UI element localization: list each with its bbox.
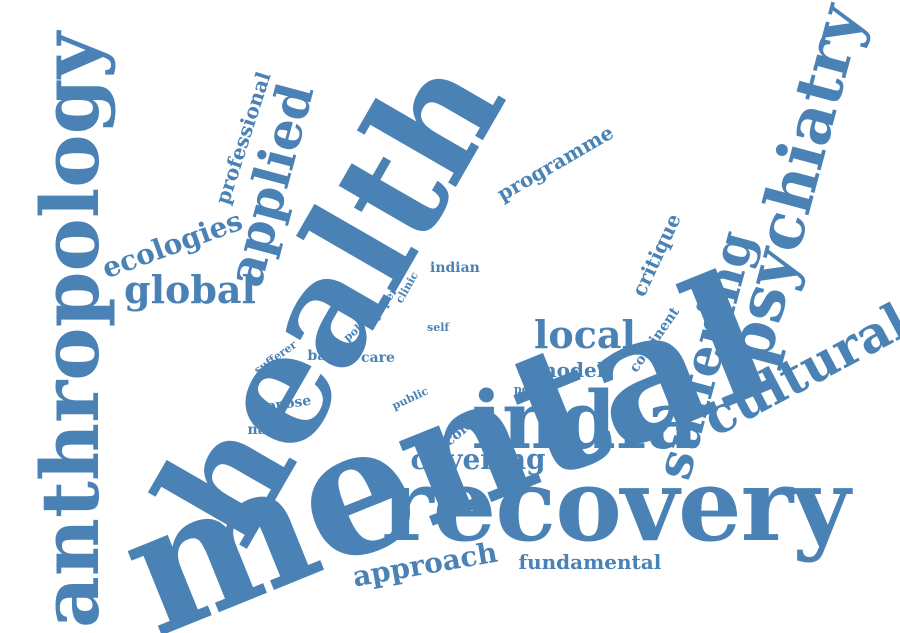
word-based: based <box>308 349 353 363</box>
word-national: national <box>248 423 313 437</box>
word-care: care <box>361 351 395 365</box>
word-global: global <box>124 271 256 309</box>
word-model: model <box>536 360 605 380</box>
word-self: self <box>427 322 449 333</box>
word-indian: indian <box>430 261 480 275</box>
word-fundamental: fundamental <box>519 552 662 572</box>
word-person: person <box>514 384 556 395</box>
word-covering: covering <box>411 446 546 474</box>
word-anthropology: anthropology <box>30 32 110 628</box>
word-local: local <box>534 316 636 354</box>
